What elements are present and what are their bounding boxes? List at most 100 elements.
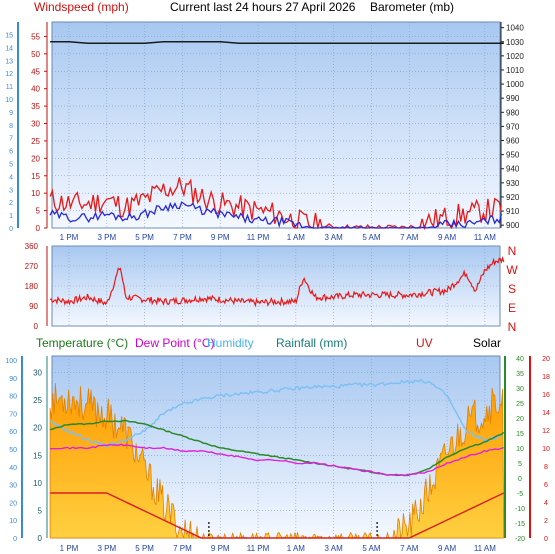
solar-area <box>49 383 505 540</box>
x-tick-label: 9 AM <box>438 233 457 242</box>
kts-tick-label: 10 <box>5 97 13 104</box>
baro-tick-label: 1030 <box>506 38 524 47</box>
x-tick-label: 11 PM <box>247 544 270 553</box>
rain-tick-label: 15 <box>33 451 42 460</box>
baro-tick-label: 910 <box>506 207 520 216</box>
x-tick-label: 5 AM <box>362 544 381 553</box>
uv-tick-label: 20 <box>542 356 550 363</box>
wind-tick-label: 5 <box>36 207 41 216</box>
wind-tick-label: 25 <box>31 137 40 146</box>
temp-tick-label: 0 <box>518 476 522 483</box>
kts-tick-label: 7 <box>9 136 13 143</box>
dew-point-label: Dew Point (°C) <box>135 336 215 350</box>
x-tick-label: 5 PM <box>135 233 154 242</box>
wind-tick-label: 50 <box>31 50 40 59</box>
wind-speed-line <box>49 201 503 229</box>
direction-tick-label: 90 <box>29 302 38 311</box>
x-tick-label: 1 PM <box>60 233 79 242</box>
uv-label: UV <box>416 336 433 350</box>
temperature-label: Temperature (°C) <box>36 336 129 350</box>
wind-direction-line <box>49 256 505 308</box>
humidity-tick-label: 100 <box>5 358 17 365</box>
temp-tick-label: -20 <box>515 536 525 543</box>
uv-tick-label: 10 <box>542 446 550 453</box>
kts-tick-label: 6 <box>9 149 13 156</box>
temp-tick-label: -10 <box>515 506 525 513</box>
uv-tick-label: 0 <box>544 536 548 543</box>
x-tick-label: 1 AM <box>287 544 306 553</box>
solar-label: Solar <box>473 336 502 350</box>
baro-tick-label: 1000 <box>506 80 524 89</box>
humidity-tick-label: 30 <box>9 483 17 490</box>
kts-tick-label: 0 <box>9 226 13 233</box>
temp-tick-label: 15 <box>516 431 524 438</box>
wind-plot-area <box>51 21 501 229</box>
x-tick-label: 9 PM <box>211 233 230 242</box>
uv-tick-label: 14 <box>542 410 550 417</box>
compass-label: N <box>508 244 517 258</box>
kts-tick-label: 14 <box>5 45 13 52</box>
baro-tick-label: 1040 <box>506 24 524 33</box>
chart-title: Current last 24 hours 27 April 2026 <box>170 0 356 14</box>
rain-tick-label: 20 <box>33 424 42 433</box>
kts-tick-label: 1 <box>9 213 13 220</box>
kts-tick-label: 3 <box>9 187 13 194</box>
kts-tick-label: 11 <box>6 84 13 91</box>
x-tick-label: 5 PM <box>135 544 154 553</box>
wind-tick-label: 20 <box>31 154 40 163</box>
humidity-tick-label: 80 <box>9 394 17 401</box>
x-tick-label: 1 AM <box>287 233 306 242</box>
wind-tick-label: 15 <box>31 172 40 181</box>
rain-tick-label: 25 <box>33 396 42 405</box>
kts-tick-label: 2 <box>9 200 13 207</box>
windspeed-label: Windspeed (mph) <box>34 0 129 14</box>
x-tick-label: 7 AM <box>400 233 419 242</box>
direction-tick-label: 180 <box>25 282 39 291</box>
x-tick-label: 1 PM <box>60 544 79 553</box>
x-tick-label: 11 PM <box>247 233 270 242</box>
uv-tick-label: 8 <box>544 464 548 471</box>
kts-tick-label: 13 <box>5 58 13 65</box>
direction-tick-label: 360 <box>25 242 39 251</box>
x-tick-label: 7 AM <box>400 544 419 553</box>
x-tick-label: 5 AM <box>362 233 381 242</box>
temp-tick-label: 25 <box>516 401 524 408</box>
kts-tick-label: 8 <box>9 123 13 130</box>
compass-label: W <box>506 263 518 277</box>
x-tick-label: 7 PM <box>173 233 192 242</box>
uv-tick-label: 18 <box>542 374 550 381</box>
temp-tick-label: 35 <box>516 371 524 378</box>
humidity-tick-label: 70 <box>9 411 17 418</box>
rain-tick-label: 0 <box>38 534 43 543</box>
x-tick-label: 3 PM <box>97 233 116 242</box>
humidity-tick-label: 0 <box>13 536 17 543</box>
temp-tick-label: 10 <box>516 446 524 453</box>
temp-tick-label: -15 <box>515 521 525 528</box>
x-tick-label: 3 AM <box>325 233 344 242</box>
kts-tick-label: 12 <box>5 71 13 78</box>
temperature-line <box>49 419 505 477</box>
baro-tick-label: 950 <box>506 151 520 160</box>
wind-tick-label: 35 <box>31 102 40 111</box>
x-tick-label: 3 AM <box>325 544 344 553</box>
temp-tick-label: 30 <box>516 386 524 393</box>
temp-tick-label: 5 <box>518 461 522 468</box>
uv-tick-label: 4 <box>544 500 548 507</box>
uv-tick-label: 6 <box>544 482 548 489</box>
kts-tick-label: 5 <box>9 161 13 168</box>
humidity-tick-label: 60 <box>9 429 17 436</box>
compass-label: S <box>508 282 516 296</box>
rain-tick-label: 10 <box>33 479 42 488</box>
kts-tick-label: 15 <box>5 32 13 39</box>
wind-tick-label: 0 <box>36 224 41 233</box>
humidity-tick-label: 90 <box>9 376 17 383</box>
humidity-tick-label: 10 <box>9 518 17 525</box>
barometer-line <box>50 41 504 44</box>
x-tick-label: 11 AM <box>474 233 496 242</box>
baro-tick-label: 920 <box>506 193 520 202</box>
temp-tick-label: 40 <box>516 356 524 363</box>
barometer-label: Barometer (mb) <box>370 0 455 14</box>
x-tick-label: 11 AM <box>474 544 496 553</box>
kts-tick-label: 4 <box>9 174 13 181</box>
humidity-tick-label: 20 <box>9 500 17 507</box>
